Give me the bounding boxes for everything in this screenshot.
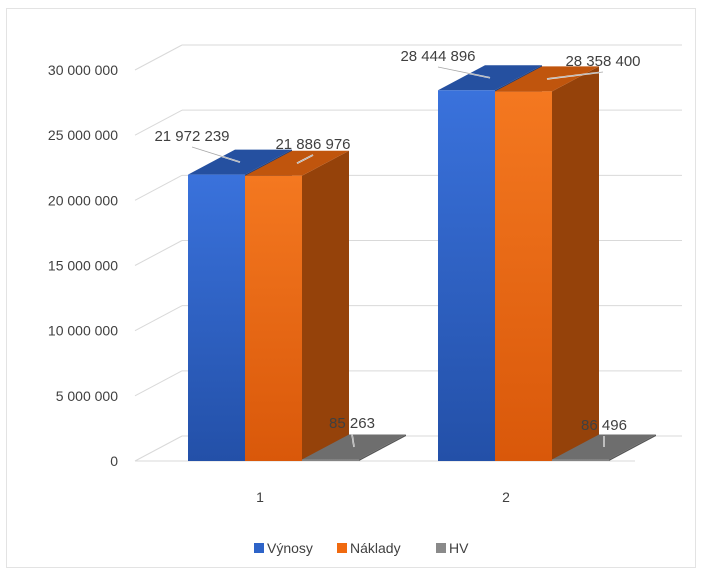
gridline-depth <box>134 174 183 201</box>
data-label-leader <box>296 154 314 164</box>
legend: Výnosy Náklady HV <box>254 540 469 556</box>
legend-label: Výnosy <box>267 540 313 556</box>
y-tick-label: 25 000 000 <box>48 127 118 143</box>
gridline-depth <box>134 240 183 266</box>
gridline-depth <box>134 109 183 136</box>
data-label: 28 444 896 <box>400 48 475 65</box>
y-tick-label: 5 000 000 <box>56 388 118 404</box>
bar-side <box>302 150 349 461</box>
legend-item-výnosy: Výnosy <box>254 540 313 556</box>
data-label-leader <box>437 66 491 79</box>
y-axis: 0 5 000 000 10 000 000 15 000 000 20 000 000… <box>48 62 118 469</box>
data-label: 21 886 976 <box>275 136 350 153</box>
data-label: 28 358 400 <box>565 53 640 70</box>
data-labels: 21 972 239 21 886 976 85 263 28 444 896 28 3… <box>154 48 641 448</box>
gridline-depth <box>134 435 183 462</box>
bar-front <box>438 90 495 461</box>
y-tick-label: 10 000 000 <box>48 323 118 339</box>
legend-item-hv: HV <box>436 540 469 556</box>
bar-náklady-1 <box>245 150 349 461</box>
y-tick-label: 20 000 000 <box>48 192 118 208</box>
legend-label: HV <box>449 540 469 556</box>
bar-side <box>359 434 406 461</box>
gridline-depth <box>134 44 183 71</box>
legend-label: Náklady <box>350 540 401 556</box>
data-label-leader <box>351 433 355 448</box>
bar-front <box>552 459 609 461</box>
gridline-depth <box>134 370 183 397</box>
bar-front <box>188 174 245 461</box>
data-label-leader <box>546 71 604 80</box>
data-label: 21 972 239 <box>154 128 229 145</box>
y-tick-label: 30 000 000 <box>48 62 118 78</box>
legend-item-náklady: Náklady <box>337 540 401 556</box>
y-tick-label: 0 <box>110 453 118 469</box>
bar-front <box>245 175 302 461</box>
legend-swatch <box>337 543 347 553</box>
x-tick-label: 1 <box>256 489 264 505</box>
data-label: 86 496 <box>581 417 627 434</box>
legend-swatch <box>254 543 264 553</box>
bar-front <box>495 91 552 462</box>
bar-side <box>609 434 656 461</box>
bars <box>188 65 656 462</box>
bar-side <box>552 66 599 462</box>
y-tick-label: 15 000 000 <box>48 258 118 274</box>
bar-front <box>302 459 359 461</box>
gridline-depth <box>134 305 183 332</box>
x-tick-label: 2 <box>502 489 510 505</box>
data-label: 85 263 <box>329 415 375 432</box>
bar-náklady-2 <box>495 66 599 462</box>
data-label-leader <box>191 146 241 163</box>
legend-swatch <box>436 543 446 553</box>
